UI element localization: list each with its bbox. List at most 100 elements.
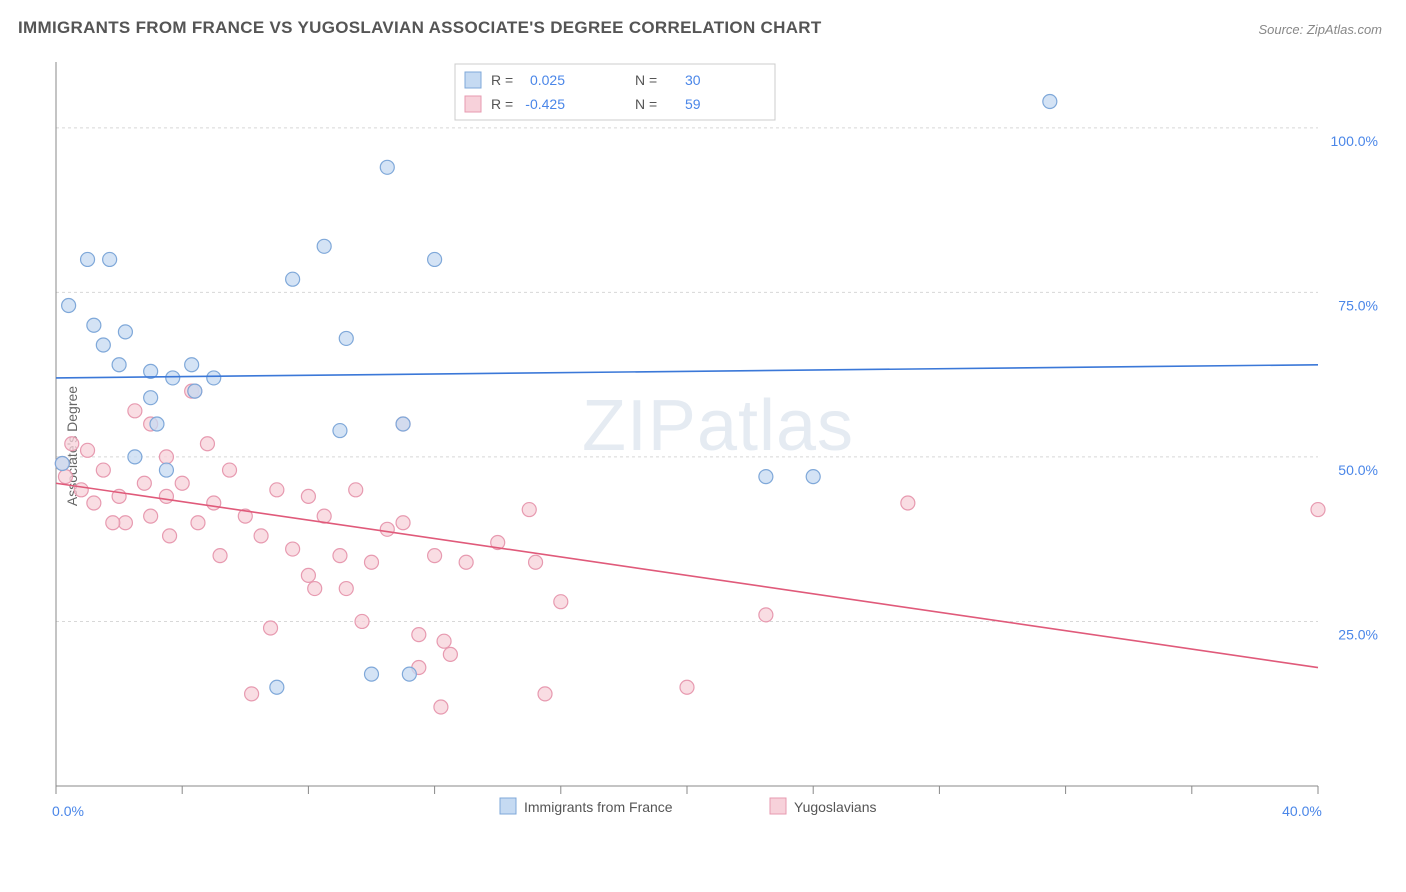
data-point [96,463,110,477]
y-tick-label: 50.0% [1338,462,1378,478]
data-point [96,338,110,352]
data-point [396,417,410,431]
data-point [144,509,158,523]
data-point [349,483,363,497]
data-point [428,252,442,266]
data-point [459,555,473,569]
data-point [200,437,214,451]
legend-n-label: N = [635,72,657,88]
data-point [62,299,76,313]
trend-line [56,483,1318,667]
data-point [58,470,72,484]
chart-title: IMMIGRANTS FROM FRANCE VS YUGOSLAVIAN AS… [18,18,822,38]
legend-swatch [500,798,516,814]
data-point [308,582,322,596]
data-point [286,542,300,556]
data-point [339,582,353,596]
data-point [175,476,189,490]
data-point [106,516,120,530]
data-point [55,456,69,470]
x-tick-label: 40.0% [1282,803,1322,819]
scatter-plot: 25.0% 50.0% 75.0% 100.0% 0.0% 40.0% R = 0.025 N … [50,56,1386,826]
data-point [144,391,158,405]
data-point [901,496,915,510]
data-point [333,424,347,438]
data-point [365,667,379,681]
data-point [286,272,300,286]
legend-r-value: 0.025 [530,72,565,88]
legend-swatch [770,798,786,814]
data-point [254,529,268,543]
data-point [538,687,552,701]
trend-line [56,365,1318,378]
data-point [87,318,101,332]
data-point [1311,503,1325,517]
legend-series-label: Yugoslavians [794,799,877,815]
data-point [759,470,773,484]
data-point [412,628,426,642]
x-tick-label: 0.0% [52,803,84,819]
data-point [207,496,221,510]
legend-series-label: Immigrants from France [524,799,673,815]
data-point [522,503,536,517]
data-point [355,614,369,628]
legend-n-value: 59 [685,96,701,112]
data-point [317,239,331,253]
data-point [806,470,820,484]
data-point [137,476,151,490]
data-point [437,634,451,648]
y-tick-label: 25.0% [1338,626,1378,642]
data-point [128,404,142,418]
data-point [339,331,353,345]
chart-area: ZIPatlas 25.0%50.0%75.0%100.0%0.0%40.0%R… [50,56,1386,826]
data-point [150,417,164,431]
data-point [87,496,101,510]
y-tick-label: 100.0% [1331,133,1378,149]
legend-r-value: -0.425 [525,96,565,112]
data-point [1043,94,1057,108]
data-point [396,516,410,530]
legend-swatch [465,72,481,88]
data-point [74,483,88,497]
data-point [223,463,237,477]
legend-n-value: 30 [685,72,701,88]
legend-n-label: N = [635,96,657,112]
source-attribution: Source: ZipAtlas.com [1258,22,1382,37]
data-point [264,621,278,635]
data-point [270,680,284,694]
data-point [434,700,448,714]
data-point [163,529,177,543]
data-point [759,608,773,622]
data-point [245,687,259,701]
data-point [159,463,173,477]
data-point [112,358,126,372]
data-point [191,516,205,530]
data-point [128,450,142,464]
data-point [81,252,95,266]
data-point [402,667,416,681]
data-point [554,595,568,609]
data-point [185,358,199,372]
data-point [380,160,394,174]
data-point [333,549,347,563]
data-point [65,437,79,451]
data-point [159,489,173,503]
y-tick-label: 75.0% [1338,297,1378,313]
data-point [680,680,694,694]
data-point [443,647,457,661]
data-point [270,483,284,497]
legend-r-label: R = [491,96,513,112]
data-point [380,522,394,536]
data-point [301,489,315,503]
data-point [159,450,173,464]
legend-swatch [465,96,481,112]
data-point [213,549,227,563]
data-point [365,555,379,569]
data-point [166,371,180,385]
data-point [103,252,117,266]
data-point [301,568,315,582]
data-point [188,384,202,398]
legend-r-label: R = [491,72,513,88]
data-point [118,325,132,339]
data-point [428,549,442,563]
